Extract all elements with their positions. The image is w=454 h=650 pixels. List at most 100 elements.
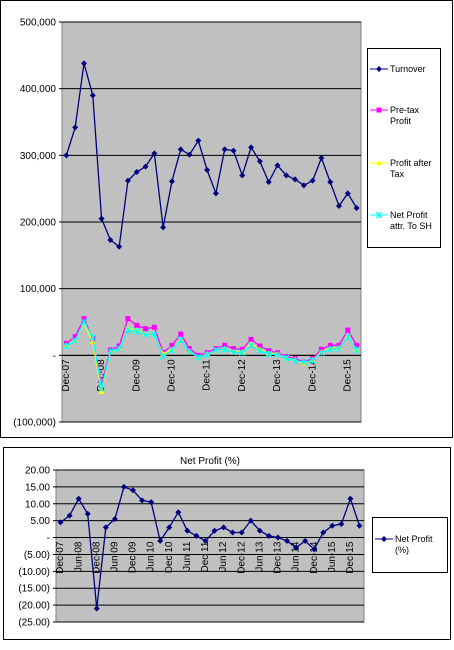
marker bbox=[265, 350, 273, 358]
marker bbox=[291, 357, 299, 365]
marker bbox=[335, 345, 343, 353]
marker bbox=[274, 534, 281, 541]
x-tick-label: Dec-12 bbox=[236, 541, 247, 574]
marker bbox=[168, 346, 176, 354]
marker bbox=[98, 385, 105, 393]
marker bbox=[320, 529, 327, 536]
marker bbox=[353, 346, 360, 354]
x-tick-label: Dec-14 bbox=[307, 359, 318, 392]
marker bbox=[57, 519, 64, 526]
x-tick-label: Dec-10 bbox=[167, 359, 178, 392]
marker bbox=[202, 537, 209, 544]
marker bbox=[124, 177, 131, 184]
marker bbox=[354, 342, 360, 348]
marker bbox=[292, 176, 299, 183]
x-tick-label: Dec-09 bbox=[131, 359, 142, 392]
x-tick-label: Dec-07 bbox=[61, 359, 72, 392]
series-line bbox=[66, 317, 358, 386]
y-tick-label: 100,000 bbox=[20, 284, 57, 295]
marker bbox=[376, 66, 382, 73]
marker bbox=[302, 537, 309, 544]
marker bbox=[150, 331, 158, 339]
marker bbox=[274, 162, 281, 169]
marker bbox=[184, 527, 191, 534]
marker bbox=[212, 190, 219, 197]
marker bbox=[71, 337, 79, 345]
legend-icon bbox=[370, 211, 388, 219]
marker bbox=[120, 483, 127, 490]
marker bbox=[124, 326, 132, 334]
marker bbox=[194, 353, 202, 361]
marker bbox=[230, 147, 237, 154]
marker bbox=[329, 522, 336, 529]
marker bbox=[142, 331, 149, 339]
y-tick-label: 200,000 bbox=[20, 218, 57, 229]
marker bbox=[151, 150, 158, 157]
legend-item: Profit after Tax bbox=[370, 158, 438, 180]
legend-label: Turnover bbox=[390, 64, 426, 75]
x-tick-label: Dec-08 bbox=[91, 541, 102, 574]
marker bbox=[169, 342, 175, 348]
x-tick-label: Jun-15 bbox=[327, 541, 338, 572]
marker bbox=[111, 515, 118, 522]
series-line bbox=[65, 63, 358, 248]
y-tick-label: 5.00 bbox=[31, 516, 51, 527]
x-tick-label: Dec 09 bbox=[128, 541, 139, 573]
marker bbox=[102, 524, 109, 531]
marker bbox=[239, 172, 246, 179]
marker bbox=[265, 532, 272, 539]
x-tick-label: Dec-14 bbox=[309, 541, 320, 574]
marker bbox=[356, 522, 363, 529]
marker bbox=[139, 497, 146, 504]
marker bbox=[186, 347, 193, 355]
marker bbox=[66, 512, 73, 519]
chart-title: Net Profit (%) bbox=[180, 456, 240, 467]
marker bbox=[376, 159, 382, 165]
series-line bbox=[66, 320, 358, 389]
y-tick-label: (25.00) bbox=[18, 618, 50, 629]
marker bbox=[318, 155, 325, 161]
marker bbox=[238, 529, 245, 536]
marker bbox=[376, 107, 382, 113]
x-tick-label: Dec 10 bbox=[164, 541, 175, 573]
y-tick-label: - bbox=[53, 351, 56, 362]
marker bbox=[80, 60, 87, 67]
marker bbox=[63, 152, 70, 159]
marker bbox=[133, 327, 141, 335]
y-tick-label: (15.00) bbox=[18, 584, 50, 595]
marker bbox=[72, 124, 79, 131]
marker bbox=[311, 546, 318, 553]
marker bbox=[256, 347, 264, 355]
marker bbox=[293, 544, 300, 551]
y-tick-label: (10.00) bbox=[18, 567, 50, 578]
marker bbox=[89, 92, 96, 99]
marker bbox=[300, 182, 307, 189]
y-tick-label: 10.00 bbox=[25, 499, 50, 510]
marker bbox=[300, 358, 308, 366]
marker bbox=[195, 137, 202, 144]
y-tick-label: 15.00 bbox=[25, 482, 50, 493]
marker bbox=[248, 144, 255, 151]
marker bbox=[238, 349, 246, 357]
marker bbox=[230, 348, 237, 356]
marker bbox=[151, 324, 157, 330]
legend-icon bbox=[370, 159, 388, 165]
x-tick-label: Dec-08 bbox=[96, 359, 107, 392]
legend: Net Profit (%) bbox=[372, 517, 448, 573]
y-tick-label: (5.00) bbox=[24, 550, 50, 561]
legend-icon bbox=[370, 107, 388, 113]
marker bbox=[142, 163, 149, 170]
marker bbox=[204, 167, 211, 173]
marker bbox=[186, 151, 193, 158]
x-tick-label: Dec-07 bbox=[55, 541, 66, 574]
legend-label: Net Profit attr. To SH bbox=[390, 209, 432, 231]
legend-label: Pre-tax Profit bbox=[390, 105, 420, 127]
marker bbox=[80, 318, 88, 326]
marker bbox=[166, 524, 173, 531]
legend-label: Net Profit (%) bbox=[395, 534, 433, 555]
marker bbox=[93, 605, 100, 612]
marker bbox=[344, 190, 351, 197]
x-tick-label: Dec-12 bbox=[237, 359, 248, 392]
marker bbox=[115, 345, 123, 353]
